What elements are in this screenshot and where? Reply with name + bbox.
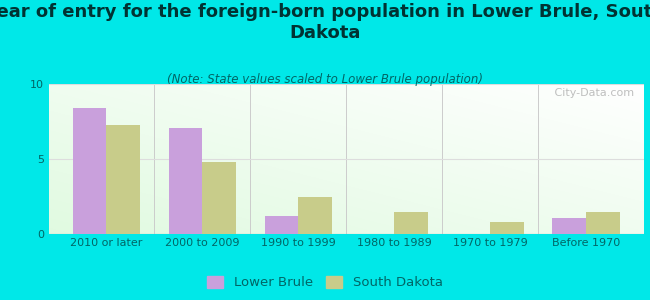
Text: Year of entry for the foreign-born population in Lower Brule, South
Dakota: Year of entry for the foreign-born popul… [0, 3, 650, 42]
Bar [298, 196, 332, 234]
Bar [73, 108, 107, 234]
Bar [586, 212, 619, 234]
Bar [107, 124, 140, 234]
Bar [490, 222, 524, 234]
Bar [168, 128, 202, 234]
Text: City-Data.com: City-Data.com [551, 88, 634, 98]
Text: (Note: State values scaled to Lower Brule population): (Note: State values scaled to Lower Brul… [167, 74, 483, 86]
Bar [552, 218, 586, 234]
Bar [202, 162, 236, 234]
Legend: Lower Brule, South Dakota: Lower Brule, South Dakota [203, 272, 447, 293]
Bar [265, 216, 298, 234]
Bar [394, 212, 428, 234]
